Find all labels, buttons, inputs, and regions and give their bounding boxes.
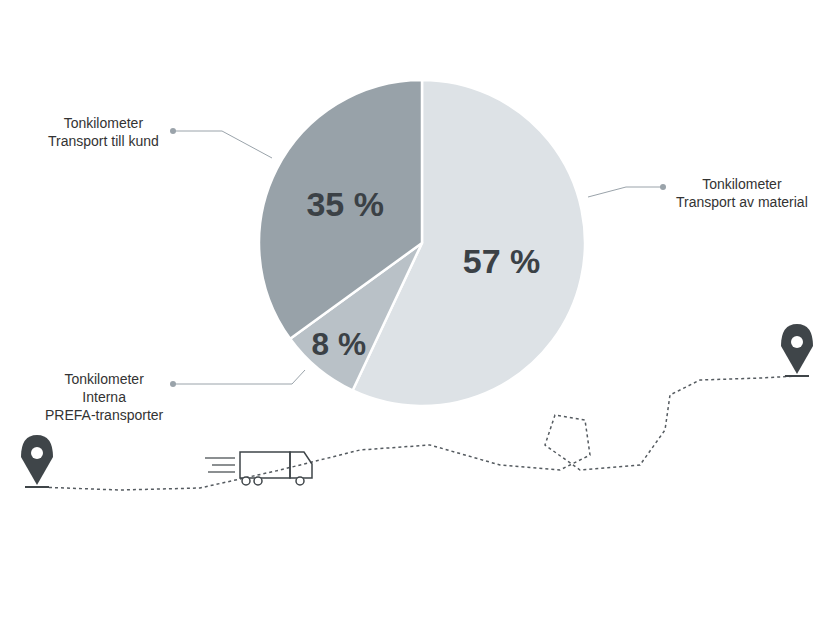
svg-text:8 %: 8 % [312,326,366,362]
svg-text:TonkilometerTransport till kun: TonkilometerTransport till kund [48,115,159,149]
svg-text:TonkilometerInternaPREFA-trans: TonkilometerInternaPREFA-transporter [45,371,164,423]
svg-text:57 %: 57 % [463,242,541,280]
svg-text:TonkilometerTransport av mater: TonkilometerTransport av material [676,176,808,210]
svg-text:35 %: 35 % [306,185,384,223]
